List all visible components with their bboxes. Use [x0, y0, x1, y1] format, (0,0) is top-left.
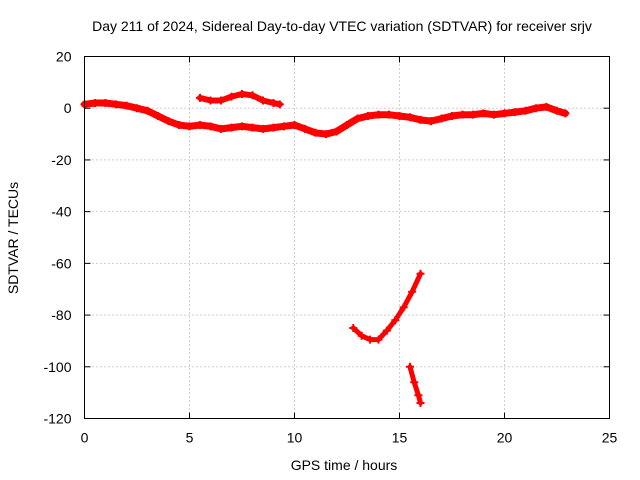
- data-point: [259, 96, 267, 105]
- data-point: [280, 122, 288, 131]
- data-point: [269, 99, 278, 108]
- data-point: [143, 106, 152, 115]
- data-point: [416, 269, 425, 278]
- data-point: [185, 122, 194, 131]
- data-point: [217, 96, 225, 105]
- x-tick-label: 15: [392, 430, 408, 446]
- data-point: [217, 124, 225, 133]
- data-point: [391, 316, 400, 325]
- data-point: [206, 96, 215, 105]
- data-point: [206, 122, 215, 131]
- x-tick-label: 25: [602, 430, 618, 446]
- data-point: [154, 111, 162, 120]
- data-point: [238, 89, 246, 98]
- y-tick-label: -60: [51, 255, 71, 271]
- data-point: [410, 378, 419, 387]
- data-point: [269, 123, 278, 132]
- x-tick-label: 5: [186, 430, 194, 446]
- y-tick-label: -20: [51, 152, 71, 168]
- data-point: [542, 102, 551, 111]
- data-point: [196, 121, 204, 130]
- series-line-2: [197, 91, 283, 108]
- data-point: [416, 398, 425, 407]
- data-point: [91, 99, 99, 108]
- data-point: [374, 335, 383, 344]
- data-point: [416, 115, 425, 124]
- data-point: [332, 127, 341, 136]
- series-line-4: [407, 364, 423, 406]
- data-point: [343, 121, 351, 130]
- axis-ticks: 0 5 10 15 20 25 20 0 -20 -40 -60 -80 -100 -120: [43, 49, 617, 446]
- plot-frame: [84, 56, 610, 419]
- data-point: [382, 326, 391, 335]
- data-point: [479, 109, 488, 118]
- data-point: [349, 324, 358, 332]
- data-point: [227, 123, 236, 132]
- y-tick-label: -120: [43, 411, 71, 427]
- y-tick-label: -40: [51, 204, 71, 220]
- data-point: [248, 91, 257, 100]
- data-point: [301, 124, 309, 133]
- data-point: [553, 106, 561, 115]
- y-tick-label: 0: [64, 100, 72, 116]
- data-point: [196, 93, 204, 102]
- x-tick-label: 0: [81, 430, 89, 446]
- y-tick-label: -80: [51, 307, 71, 323]
- data-point: [259, 124, 267, 133]
- data-point: [406, 362, 414, 371]
- chart-title: Day 211 of 2024, Sidereal Day-to-day VTE…: [92, 18, 592, 34]
- data-point: [408, 287, 417, 296]
- data-point: [364, 111, 372, 120]
- x-axis-title: GPS time / hours: [291, 457, 398, 473]
- data-point: [112, 100, 120, 109]
- data-point: [311, 128, 320, 137]
- data-point: [133, 104, 141, 113]
- data-point: [395, 111, 404, 120]
- data-point: [275, 100, 284, 109]
- data-point: [385, 110, 393, 119]
- data-point: [437, 114, 446, 123]
- data-point: [101, 99, 110, 108]
- data-point: [175, 121, 183, 130]
- data-point: [427, 117, 435, 126]
- data-point: [366, 335, 375, 344]
- data-point: [290, 121, 299, 130]
- data-point: [374, 110, 383, 119]
- data-series: [80, 89, 570, 407]
- data-point: [511, 108, 519, 117]
- y-tick-label: -100: [43, 359, 71, 375]
- data-point: [122, 101, 131, 110]
- data-point: [561, 109, 570, 118]
- data-point: [357, 331, 366, 340]
- data-point: [414, 391, 423, 400]
- data-point: [469, 110, 477, 119]
- data-point: [458, 110, 467, 119]
- data-point: [490, 110, 498, 119]
- data-point: [322, 130, 330, 139]
- data-point: [248, 123, 257, 132]
- data-point: [532, 104, 540, 113]
- data-point: [238, 122, 246, 131]
- data-point: [399, 303, 408, 312]
- x-tick-label: 10: [287, 430, 303, 446]
- data-point: [353, 114, 362, 123]
- data-point: [448, 111, 456, 120]
- data-point: [164, 117, 173, 126]
- data-point: [406, 113, 414, 122]
- y-tick-label: 20: [56, 49, 72, 65]
- data-point: [521, 106, 530, 115]
- data-point: [227, 92, 236, 101]
- y-axis-title: SDTVAR / TECUs: [5, 182, 21, 294]
- x-tick-label: 20: [497, 430, 513, 446]
- data-point: [500, 109, 509, 118]
